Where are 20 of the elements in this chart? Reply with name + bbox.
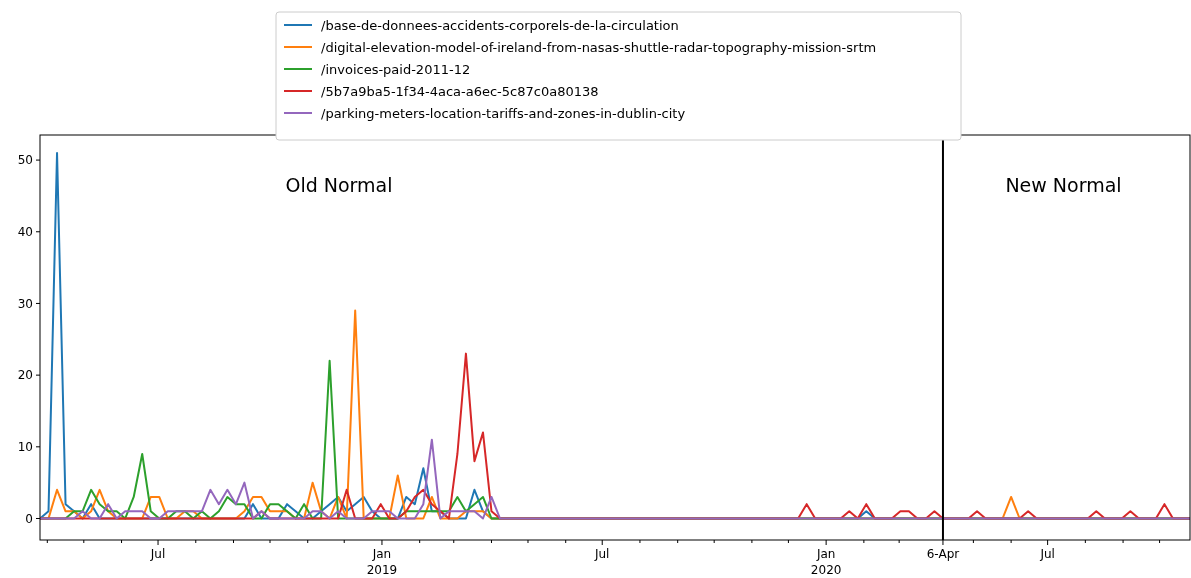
x-tick-label: Jan 2019 bbox=[366, 547, 398, 577]
legend-label: /invoices-paid-2011-12 bbox=[321, 61, 471, 77]
x-tick-label: Jul bbox=[1039, 547, 1055, 561]
y-tick-label: 30 bbox=[17, 296, 33, 311]
annotation: New Normal bbox=[1005, 173, 1122, 196]
legend-label: /base-de-donnees-accidents-corporels-de-la-circulation bbox=[321, 17, 679, 33]
y-tick-label: 50 bbox=[17, 153, 33, 168]
annotation: Old Normal bbox=[285, 173, 393, 196]
line-series bbox=[40, 438, 1190, 520]
x-tick-label: Jul bbox=[149, 547, 166, 561]
y-tick-label: 40 bbox=[17, 224, 33, 239]
legend-label: /5b7a9ba5-1f34-4aca-a6ec-5c87c0a80138 bbox=[321, 83, 599, 99]
legend-label: /parking-meters-location-tariffs-and-zones-in-dublin-city bbox=[321, 105, 686, 121]
y-tick-label: 20 bbox=[17, 368, 33, 383]
x-tick-label: Jan 2020 bbox=[810, 547, 842, 577]
x-tick-label: 6-Apr bbox=[926, 547, 960, 561]
y-tick-label: 0 bbox=[25, 511, 33, 526]
y-tick-label: 10 bbox=[17, 440, 33, 455]
legend-label: /digital-elevation-model-of-ireland-from-nasas-shuttle-radar-topography-mission-srtm bbox=[321, 39, 877, 55]
x-tick-label: Jul bbox=[593, 547, 610, 561]
